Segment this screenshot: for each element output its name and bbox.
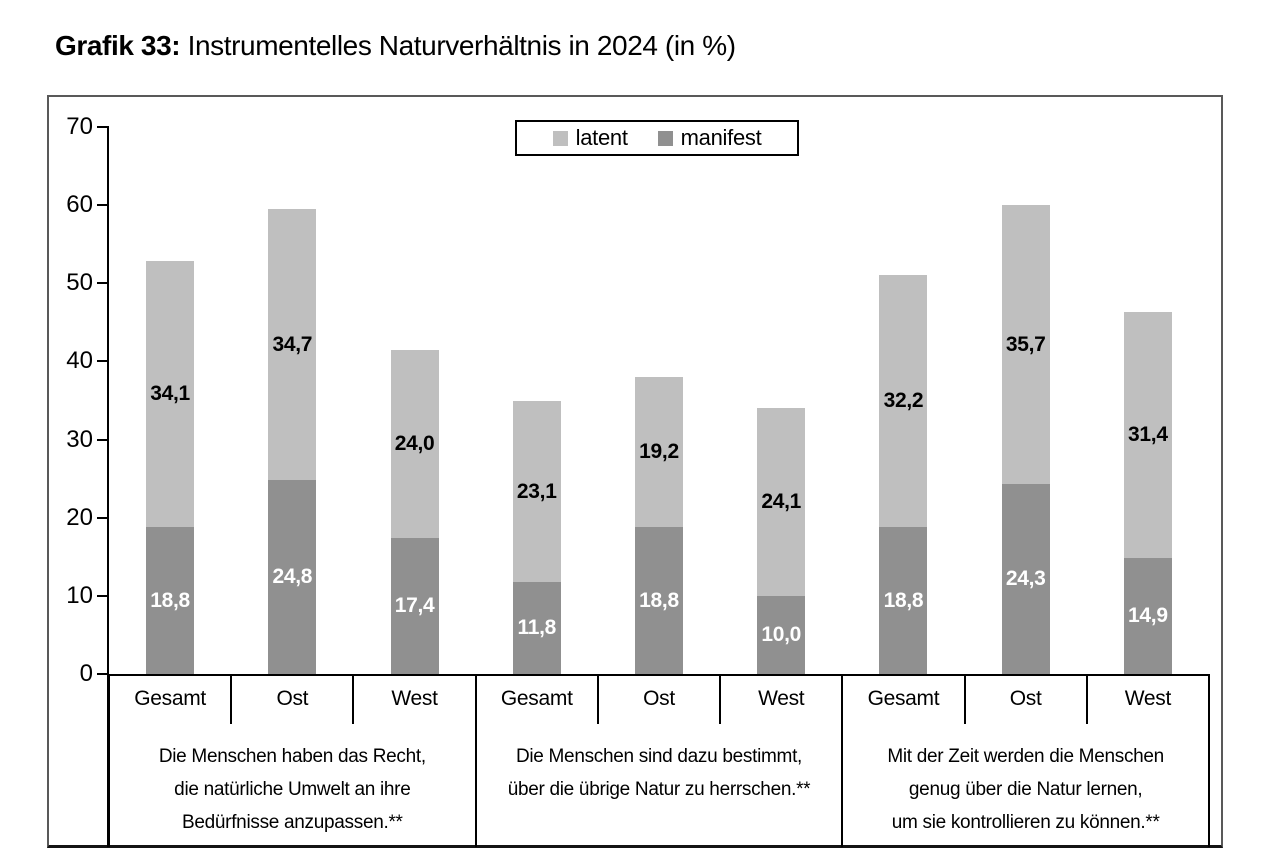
category-label: Ost xyxy=(643,687,675,710)
legend: latent manifest xyxy=(515,120,799,156)
bar-segment-manifest: 18,8 xyxy=(879,527,928,674)
bar-segment-manifest: 24,8 xyxy=(268,480,317,674)
group-statement-line: Bedürfnisse anzupassen.** xyxy=(182,812,403,833)
cell-divider xyxy=(596,674,599,724)
bar-segment-latent: 23,1 xyxy=(512,401,561,582)
group-statement-line: Die Menschen sind dazu bestimmt, xyxy=(515,746,803,767)
bar-segment-manifest: 18,8 xyxy=(146,527,195,674)
bar-value-latent: 23,1 xyxy=(516,479,557,503)
bar-value-latent: 31,4 xyxy=(1128,422,1168,446)
group-statement-line: über die übrige Natur zu herrschen.** xyxy=(507,779,811,800)
latent-swatch-icon xyxy=(552,130,568,146)
y-tick-label: 20 xyxy=(66,503,93,531)
category-label: West xyxy=(1124,687,1172,710)
bar-value-manifest: 14,9 xyxy=(1128,603,1168,627)
bar-value-latent: 24,1 xyxy=(761,489,802,513)
bar-segment-latent: 34,7 xyxy=(268,209,317,481)
bar-segment-manifest: 10,0 xyxy=(757,595,806,674)
category-label: Gesamt xyxy=(134,687,206,710)
cell-divider xyxy=(1085,674,1088,724)
bar-segment-latent: 35,7 xyxy=(1001,205,1050,485)
y-tick-label: 60 xyxy=(66,191,93,219)
group-statement-line: Die Menschen haben das Recht, xyxy=(158,746,426,767)
legend-item-manifest: manifest xyxy=(657,125,762,151)
cell-divider xyxy=(963,674,966,724)
bar-segment-manifest: 11,8 xyxy=(512,581,561,674)
legend-label-manifest: manifest xyxy=(680,125,762,150)
category-label: Gesamt xyxy=(500,687,573,710)
y-tick-label: 0 xyxy=(79,660,93,687)
y-tick xyxy=(97,126,109,128)
bar-value-manifest: 18,8 xyxy=(150,588,190,612)
group-statement: Die Menschen sind dazu bestimmt, über die… xyxy=(476,724,843,806)
y-axis-line xyxy=(107,126,109,847)
x-axis-line xyxy=(107,674,1209,676)
bar-segment-manifest: 24,3 xyxy=(1001,484,1050,674)
group-divider xyxy=(1208,674,1210,847)
bar-segment-latent: 24,0 xyxy=(390,350,439,539)
bar-segment-manifest: 17,4 xyxy=(390,538,439,674)
bar-value-manifest: 18,8 xyxy=(639,588,679,612)
category-label: Ost xyxy=(276,687,309,710)
group-statement-line: die natürliche Umwelt an ihre xyxy=(174,779,411,800)
bar-value-latent: 34,1 xyxy=(150,381,190,405)
bar-value-latent: 35,7 xyxy=(1005,332,1046,356)
y-tick-label: 40 xyxy=(66,347,93,375)
group-statement-line: genug über die Natur lernen, xyxy=(908,779,1143,800)
group-statement-line: Mit der Zeit werden die Menschen xyxy=(887,746,1164,767)
bar-value-manifest: 24,3 xyxy=(1005,567,1046,591)
legend-label-latent: latent xyxy=(575,125,628,150)
group-divider xyxy=(841,674,844,847)
bar-value-manifest: 10,0 xyxy=(761,622,802,646)
group-statement: Mit der Zeit werden die Menschen genug üb… xyxy=(842,724,1209,839)
category-label: West xyxy=(758,687,805,710)
bar-value-manifest: 24,8 xyxy=(272,565,313,589)
y-tick-label: 30 xyxy=(66,425,93,453)
y-tick-label: 10 xyxy=(66,581,93,609)
plot-area: 0 10 20 30 40 50 60 70 Gesamt 18,8 34,1 Ost 24,8 34,7… xyxy=(49,97,1221,847)
y-tick xyxy=(97,594,109,597)
group-statement: Die Menschen haben das Recht, die natürli… xyxy=(109,724,476,839)
bar-value-manifest: 11,8 xyxy=(517,615,557,639)
group-statement-line: um sie kontrollieren zu können.** xyxy=(891,812,1160,833)
chart-frame: 0 10 20 30 40 50 60 70 Gesamt 18,8 34,1 Ost 24,8 34,7… xyxy=(47,95,1223,848)
category-label: Gesamt xyxy=(867,687,940,710)
bar-value-manifest: 18,8 xyxy=(883,588,924,612)
chart-title-number: Grafik 33: xyxy=(55,30,181,61)
group-divider xyxy=(108,674,110,847)
y-tick xyxy=(97,204,109,207)
y-tick xyxy=(97,516,109,519)
y-tick xyxy=(97,282,109,285)
bar-value-latent: 24,0 xyxy=(394,432,435,456)
chart-title-text: Instrumentelles Naturverhältnis in 2024 … xyxy=(180,30,736,61)
bar-value-latent: 19,2 xyxy=(639,440,679,464)
y-tick xyxy=(97,438,109,441)
y-tick-label: 50 xyxy=(66,269,93,297)
bar-value-latent: 32,2 xyxy=(883,389,924,413)
cell-divider xyxy=(352,674,355,724)
y-tick xyxy=(97,673,109,675)
bar-segment-manifest: 14,9 xyxy=(1123,557,1172,674)
bar-value-latent: 34,7 xyxy=(272,332,313,356)
bar-segment-latent: 24,1 xyxy=(757,407,806,596)
bar-segment-latent: 31,4 xyxy=(1123,312,1172,558)
bar-segment-latent: 19,2 xyxy=(635,377,683,528)
category-label: Ost xyxy=(1009,687,1042,710)
legend-item-latent: latent xyxy=(552,125,628,151)
chart-title: Grafik 33: Instrumentelles Naturverhältn… xyxy=(55,30,736,62)
bar-segment-latent: 34,1 xyxy=(146,260,195,528)
cell-divider xyxy=(719,674,722,724)
cell-divider xyxy=(230,674,233,724)
category-label: West xyxy=(391,687,438,710)
bar-value-manifest: 17,4 xyxy=(394,594,435,617)
y-tick-label: 70 xyxy=(66,113,93,140)
bar-segment-manifest: 18,8 xyxy=(635,527,683,674)
manifest-swatch-icon xyxy=(657,130,673,146)
y-tick xyxy=(97,360,109,363)
bar-segment-latent: 32,2 xyxy=(879,275,928,528)
group-divider xyxy=(474,674,477,847)
